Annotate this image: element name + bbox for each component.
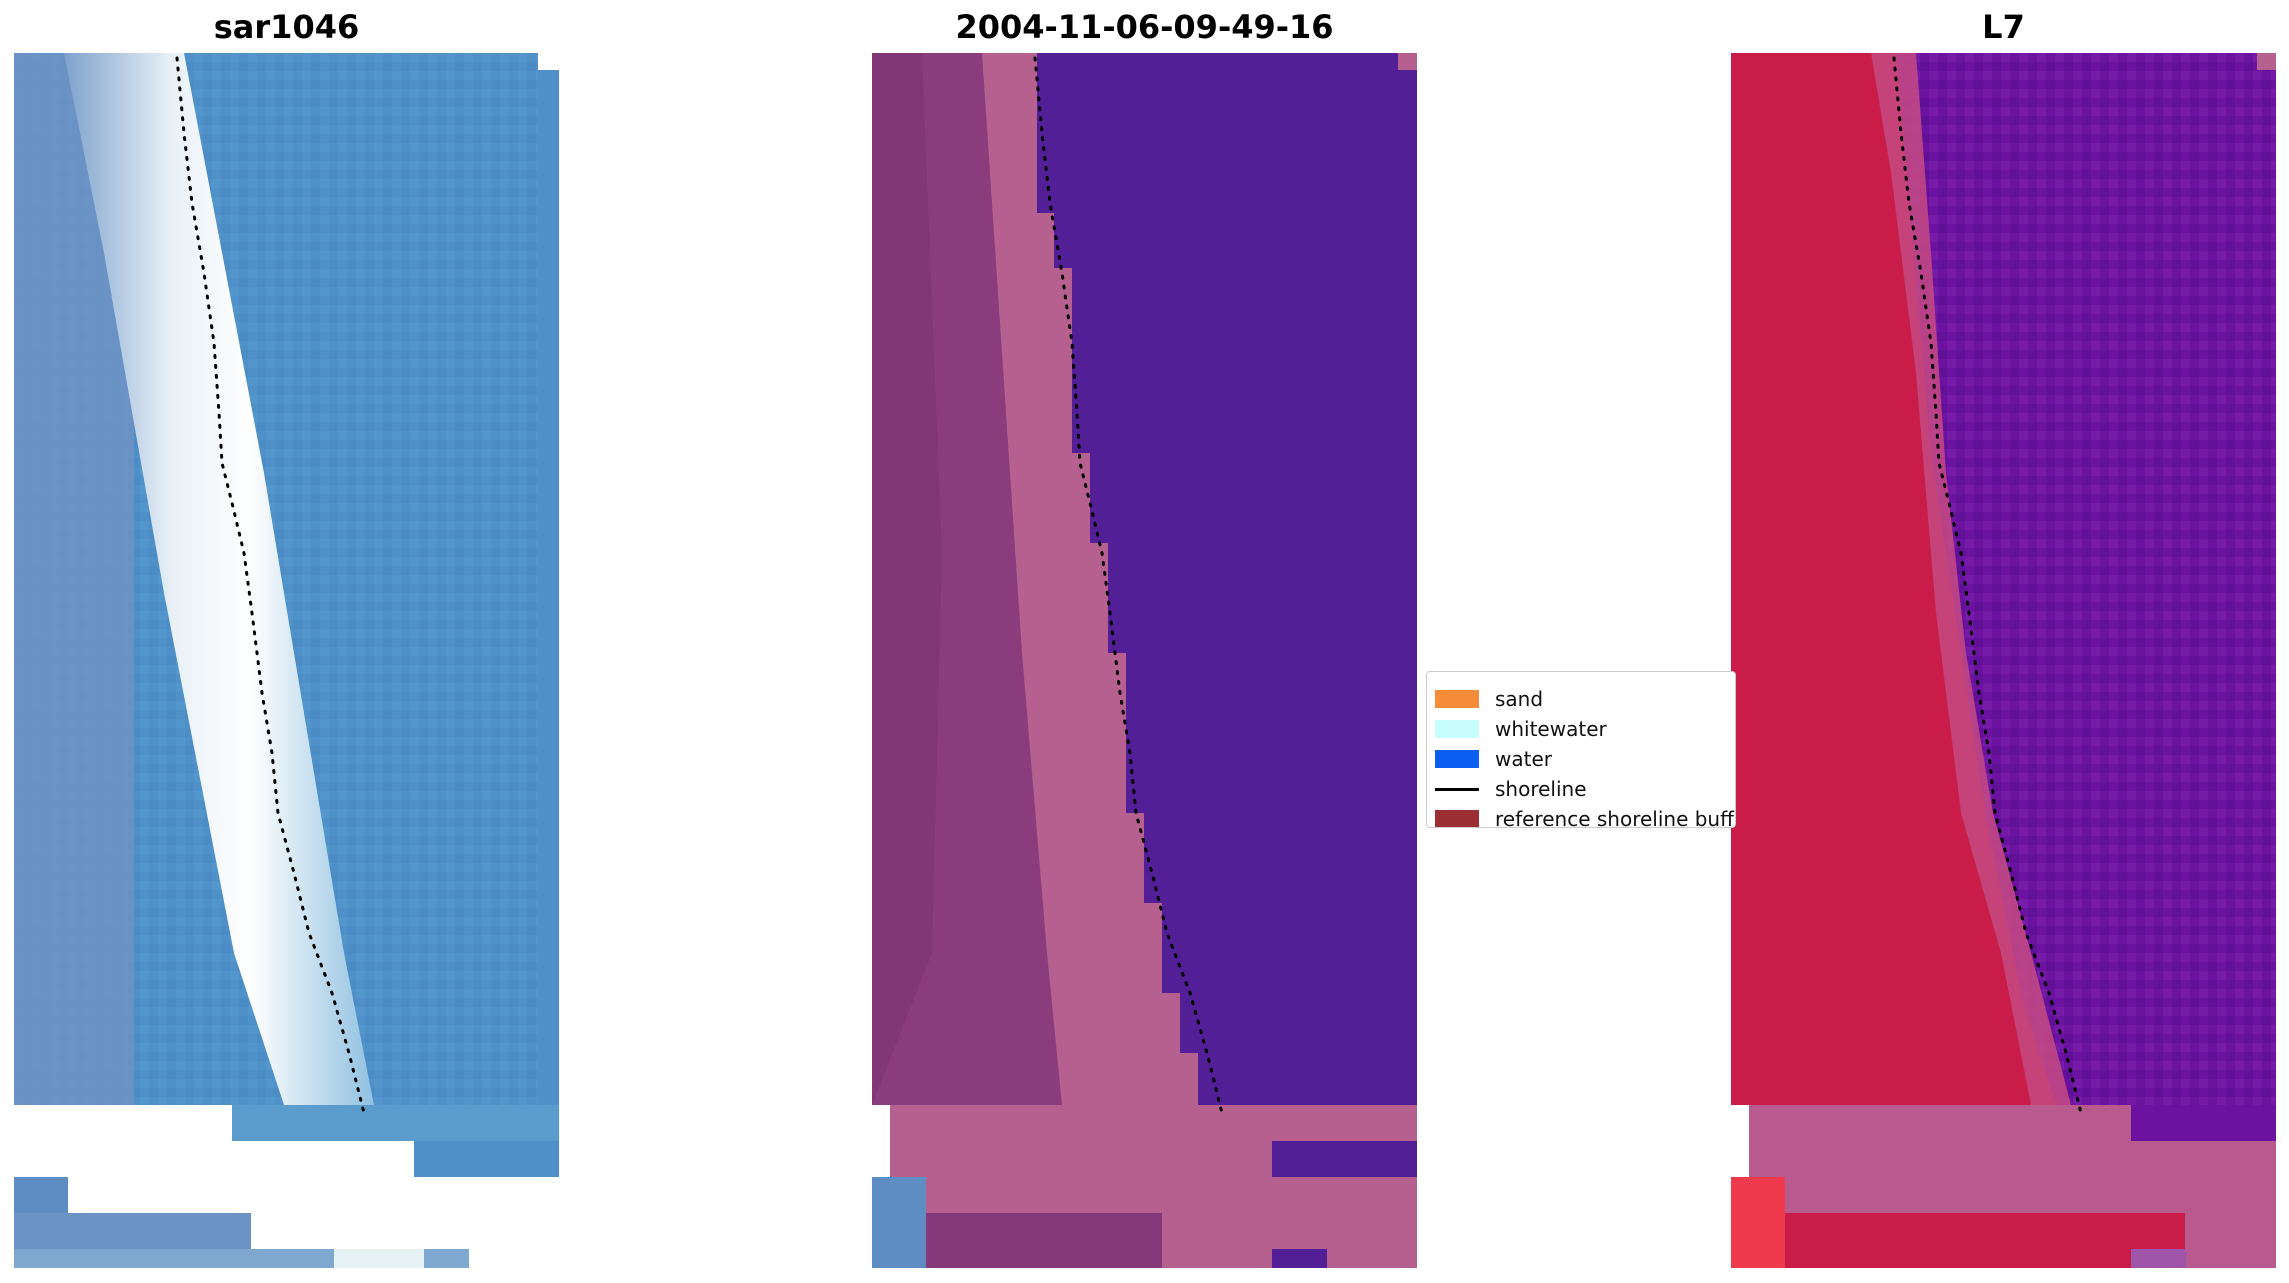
classified-image-panel [872,53,1417,1268]
sar-image-panel [14,53,559,1268]
legend-label-water: water [1495,747,1552,771]
panel-title-sar: sar1046 [213,8,360,46]
sar-shoreline [175,56,366,1115]
legend-item-sand: sand [1435,684,1543,714]
shoreline-line-icon [1435,787,1479,791]
classified-image [872,53,1417,1268]
classified-shoreline [1033,56,1224,1115]
panel-title-date: 2004-11-06-09-49-16 [955,8,1334,46]
legend: sand whitewater water shoreline referenc… [1426,671,1736,828]
legend-label-buffer: reference shoreline buffer [1495,807,1736,828]
legend-label-shoreline: shoreline [1495,777,1587,801]
legend-item-shoreline: shoreline [1435,774,1587,804]
legend-item-buffer: reference shoreline buffer [1435,804,1736,828]
water-swatch [1435,750,1479,768]
whitewater-swatch [1435,720,1479,738]
sensor-image [1731,53,2276,1268]
legend-label-sand: sand [1495,687,1544,711]
sensor-shoreline [1892,56,2083,1115]
legend-label-whitewater: whitewater [1495,717,1607,741]
buffer-swatch [1435,810,1479,827]
legend-item-whitewater: whitewater [1435,714,1607,744]
sand-swatch [1435,690,1479,708]
sar-image [14,53,559,1268]
panel-title-sensor: L7 [1982,8,2025,46]
sar-whitewater-band [64,53,374,1105]
legend-item-water: water [1435,744,1552,774]
sensor-image-panel [1731,53,2276,1268]
